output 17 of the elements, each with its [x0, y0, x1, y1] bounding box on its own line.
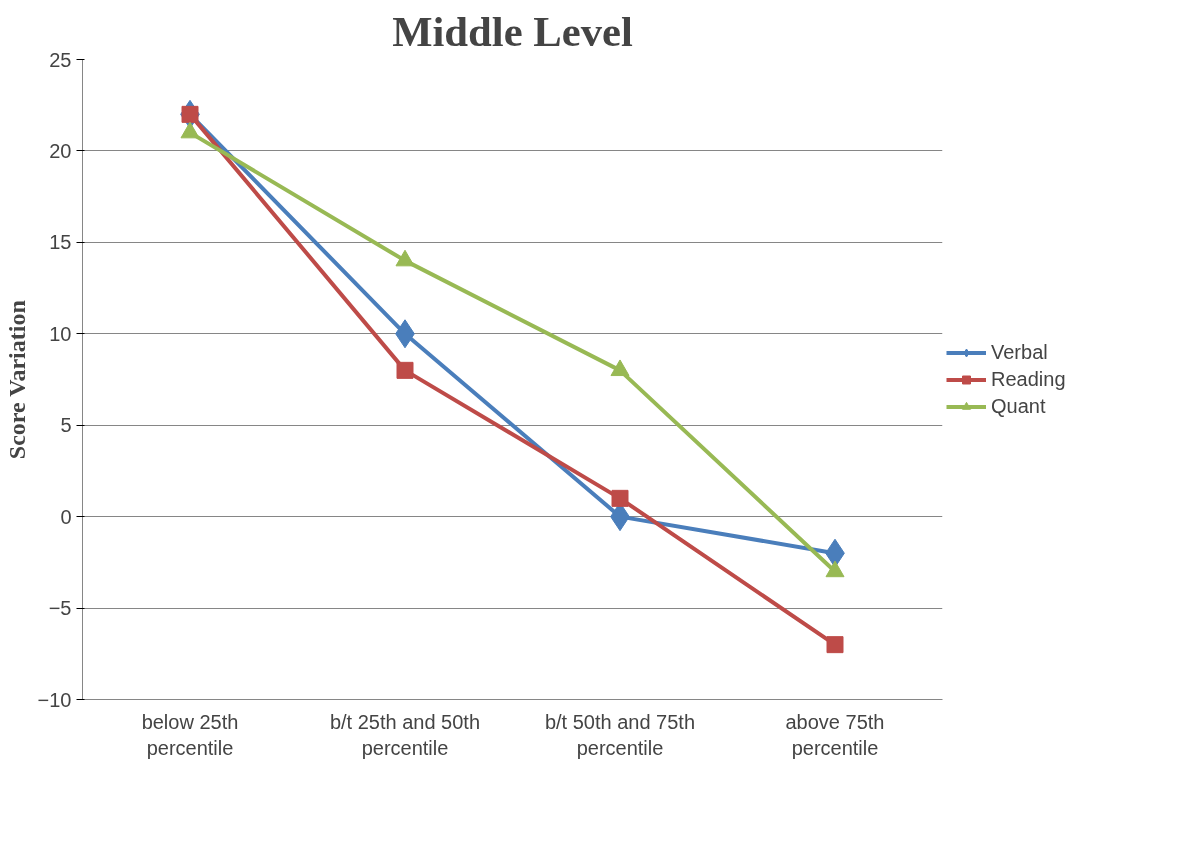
y-axis-title: Score Variation: [3, 300, 30, 460]
y-tick-label: −10: [37, 688, 72, 711]
legend-label: Reading: [991, 367, 1066, 391]
legend-label: Quant: [991, 394, 1046, 418]
y-tick-label: 15: [49, 231, 72, 254]
x-tick-label: below 25th percentile: [141, 710, 239, 759]
y-tick-label: 20: [49, 139, 72, 162]
y-tick-label: 10: [49, 322, 72, 345]
x-tick-label: b/t 50th and 75th percentile: [544, 710, 696, 759]
y-tick-label: −5: [48, 597, 72, 620]
x-tick-label: b/t 25th and 50th percentile: [329, 710, 481, 759]
y-tick-label: 5: [60, 414, 72, 437]
chart-title: Middle Level: [392, 7, 633, 55]
legend-label: Verbal: [991, 340, 1048, 364]
y-tick-label: 25: [49, 48, 72, 71]
y-tick-label: 0: [60, 505, 72, 528]
x-tick-label: above 75th percentile: [785, 710, 885, 759]
